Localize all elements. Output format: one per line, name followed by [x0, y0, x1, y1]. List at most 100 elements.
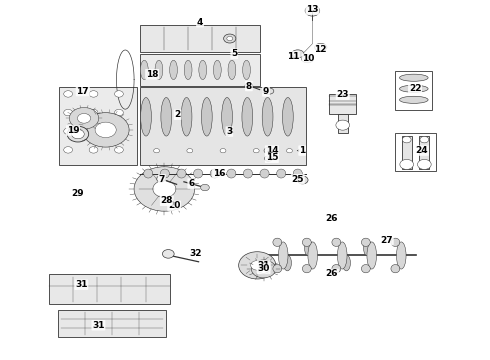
Circle shape	[200, 184, 209, 191]
Circle shape	[64, 109, 73, 116]
Circle shape	[157, 176, 165, 182]
Bar	[338, 114, 347, 134]
Text: 7: 7	[159, 175, 165, 184]
Ellipse shape	[228, 60, 236, 80]
Text: 11: 11	[287, 52, 299, 61]
Text: 6: 6	[188, 179, 195, 188]
Ellipse shape	[283, 255, 292, 271]
Ellipse shape	[244, 169, 252, 178]
Ellipse shape	[144, 169, 153, 178]
Text: 26: 26	[326, 269, 338, 278]
Circle shape	[420, 136, 429, 143]
Ellipse shape	[264, 147, 273, 154]
Ellipse shape	[221, 98, 232, 136]
Circle shape	[253, 149, 259, 153]
Circle shape	[336, 120, 349, 130]
Bar	[395, 133, 436, 171]
Ellipse shape	[343, 255, 350, 271]
Text: 21: 21	[257, 261, 270, 270]
Text: 3: 3	[226, 127, 232, 136]
Text: 23: 23	[337, 90, 349, 99]
Ellipse shape	[210, 169, 219, 178]
Circle shape	[72, 130, 84, 139]
Ellipse shape	[265, 156, 272, 161]
Ellipse shape	[332, 238, 341, 247]
Bar	[140, 87, 306, 165]
Ellipse shape	[362, 238, 370, 247]
Ellipse shape	[243, 60, 250, 80]
Ellipse shape	[155, 60, 163, 80]
Bar	[58, 310, 166, 337]
Ellipse shape	[367, 242, 376, 269]
Ellipse shape	[399, 85, 428, 92]
Circle shape	[82, 113, 129, 147]
Circle shape	[115, 109, 123, 116]
Ellipse shape	[273, 238, 282, 247]
Circle shape	[134, 167, 195, 211]
Ellipse shape	[276, 169, 286, 178]
Ellipse shape	[141, 98, 151, 136]
Circle shape	[154, 149, 159, 153]
Ellipse shape	[396, 242, 406, 269]
Text: 2: 2	[174, 110, 181, 119]
Circle shape	[115, 128, 123, 134]
Ellipse shape	[227, 169, 236, 178]
Ellipse shape	[262, 98, 273, 136]
Text: 29: 29	[72, 189, 84, 198]
Circle shape	[64, 128, 73, 134]
Text: 30: 30	[257, 265, 270, 274]
Text: 5: 5	[231, 49, 237, 58]
Text: 24: 24	[416, 146, 428, 155]
Ellipse shape	[399, 74, 428, 81]
Circle shape	[67, 126, 89, 142]
Circle shape	[287, 149, 293, 153]
Circle shape	[64, 147, 73, 153]
Circle shape	[77, 113, 91, 123]
Ellipse shape	[304, 240, 313, 256]
Ellipse shape	[199, 60, 207, 80]
Circle shape	[89, 109, 98, 116]
Ellipse shape	[141, 60, 148, 80]
Ellipse shape	[338, 242, 347, 269]
Bar	[329, 94, 356, 114]
Circle shape	[245, 83, 253, 89]
Bar	[140, 54, 260, 86]
Ellipse shape	[391, 265, 400, 273]
Text: 8: 8	[246, 82, 252, 91]
Text: 18: 18	[146, 70, 158, 79]
Ellipse shape	[297, 176, 308, 184]
Bar	[419, 135, 429, 168]
Ellipse shape	[160, 169, 170, 178]
Ellipse shape	[223, 34, 236, 43]
Ellipse shape	[301, 55, 314, 63]
Ellipse shape	[161, 98, 171, 136]
Text: 25: 25	[292, 175, 304, 184]
Text: 32: 32	[189, 249, 201, 258]
Ellipse shape	[302, 238, 311, 247]
Ellipse shape	[263, 88, 274, 94]
Ellipse shape	[302, 265, 311, 273]
Circle shape	[115, 147, 123, 153]
Ellipse shape	[292, 50, 304, 58]
Circle shape	[89, 147, 98, 153]
Ellipse shape	[399, 96, 428, 103]
Ellipse shape	[184, 60, 192, 80]
Ellipse shape	[362, 265, 370, 273]
Ellipse shape	[227, 36, 233, 41]
Text: 13: 13	[306, 5, 318, 14]
Ellipse shape	[278, 242, 288, 269]
Ellipse shape	[260, 169, 269, 178]
Text: 1: 1	[299, 146, 305, 155]
Bar	[402, 135, 412, 168]
Ellipse shape	[364, 240, 371, 256]
Text: 20: 20	[168, 201, 180, 210]
Ellipse shape	[214, 60, 221, 80]
Circle shape	[89, 128, 98, 134]
Circle shape	[64, 91, 73, 97]
Circle shape	[305, 5, 320, 16]
Text: 28: 28	[161, 196, 173, 205]
Ellipse shape	[177, 169, 186, 178]
Ellipse shape	[273, 265, 282, 273]
Circle shape	[402, 136, 411, 143]
Ellipse shape	[170, 60, 177, 80]
